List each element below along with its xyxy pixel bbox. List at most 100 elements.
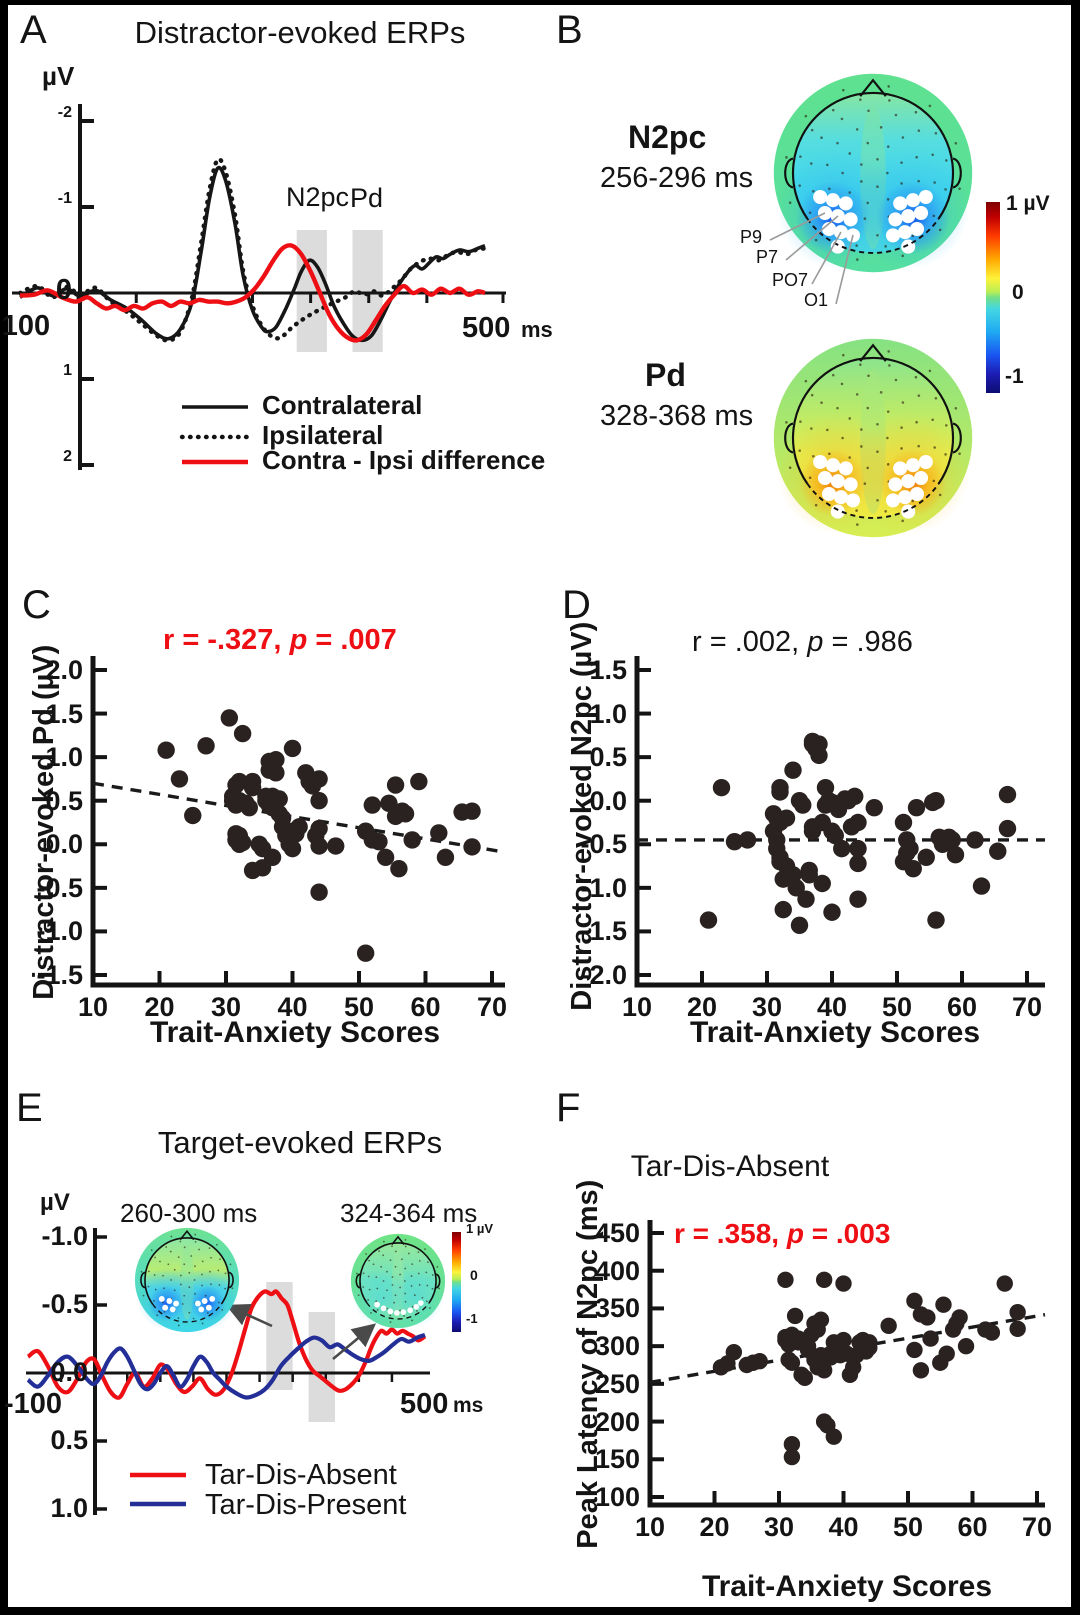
panel-c-y-tick-label: -1.0 — [36, 916, 83, 947]
highlight-electrode-dot — [825, 193, 841, 208]
panel-d-x-tick-label: 70 — [1011, 992, 1043, 1022]
electrode-dot — [799, 420, 802, 423]
highlight-electrode-dot — [830, 474, 845, 489]
electrode-dot — [836, 406, 839, 410]
highlight-electrode-dot — [909, 486, 925, 502]
electrode-dot — [391, 1284, 394, 1286]
highlight-electrode-dot — [885, 228, 901, 243]
data-point — [712, 778, 731, 797]
data-point — [436, 848, 455, 867]
data-point — [310, 770, 328, 788]
panel-d-stats-p: p — [807, 626, 824, 658]
electrode-dot — [417, 1251, 420, 1254]
panel-d-y-tick-label: 1.5 — [589, 655, 627, 685]
inset-colorbar — [452, 1232, 461, 1332]
electrode-dot — [914, 110, 918, 114]
data-point — [363, 796, 381, 814]
electrode-dot — [866, 201, 869, 205]
electrode-dot — [931, 418, 934, 422]
electrode-dot — [828, 187, 831, 191]
electrode-dot — [855, 128, 859, 131]
colorbar-min-label: -1 — [1005, 365, 1024, 388]
electrode-dot — [425, 1271, 428, 1274]
data-point — [849, 813, 867, 832]
electrode-dot — [901, 136, 905, 139]
highlight-electrode-dot — [838, 196, 853, 211]
electrode-dot — [931, 153, 934, 157]
electrode-dot — [425, 1300, 428, 1303]
panel-d-stats-pv: = .986 — [823, 626, 913, 658]
data-point — [170, 770, 189, 788]
highlight-electrode-dot — [413, 1303, 420, 1310]
inset-colorbar-zero-label: 0 — [470, 1267, 478, 1283]
electrode-dot — [181, 1303, 184, 1305]
electrode-dot — [915, 155, 918, 159]
data-point — [310, 819, 328, 838]
electrode-dot — [215, 1243, 218, 1246]
electrode-dot — [421, 1296, 424, 1299]
data-point — [410, 772, 428, 791]
electrode-dot — [855, 244, 858, 247]
legend-label-contralateral: Contralateral — [262, 390, 423, 420]
electrode-dot — [201, 1260, 204, 1263]
electrode-dot — [408, 1252, 410, 1255]
electrode-dot — [217, 1269, 220, 1272]
panel-f-x-tick-label: 10 — [634, 1512, 666, 1542]
electrode-dot — [840, 117, 844, 121]
electrode-dot — [404, 1245, 407, 1248]
highlight-electrode-dot — [843, 477, 858, 492]
panel-a-x-start-label: 100 — [1, 310, 51, 342]
data-point — [794, 796, 812, 814]
electrode-dot — [403, 1280, 406, 1282]
panel-e-inset2-label: 324-364 ms — [340, 1198, 478, 1228]
inset-colorbar-max-label: 1 µV — [466, 1221, 494, 1236]
data-point — [1009, 1304, 1026, 1321]
panel-c-letter: C — [22, 583, 51, 627]
electrode-dot — [194, 1265, 196, 1268]
data-point — [430, 824, 448, 842]
highlight-electrode-dot — [897, 225, 913, 240]
electrode-dot — [917, 179, 920, 183]
electrode-dot — [179, 1283, 182, 1286]
electrode-dot — [362, 1272, 365, 1275]
electrode-dot — [876, 185, 879, 188]
electrode-dot — [814, 503, 818, 507]
panel-f-x-tick-label: 70 — [1021, 1512, 1053, 1542]
electrode-dot — [206, 1312, 209, 1314]
panel-c-chart — [90, 656, 506, 988]
panel-a-letter: A — [20, 8, 47, 52]
electrode-dot — [863, 217, 867, 220]
panel-d-x-tick-label: 20 — [686, 992, 718, 1022]
topomap-inset-324-364 — [350, 1233, 446, 1329]
electrode-dot — [886, 198, 890, 201]
electrode-dot — [159, 1260, 161, 1263]
electrode-dot — [404, 1292, 407, 1295]
highlight-electrode-dot — [909, 221, 925, 237]
data-point — [880, 1317, 897, 1334]
electrode-dot — [860, 445, 863, 448]
electrode-dot — [859, 98, 862, 101]
data-point — [233, 724, 252, 743]
electrode-dot — [855, 509, 858, 512]
electrode-dot — [210, 1283, 212, 1286]
data-point — [310, 837, 328, 855]
electrode-dot — [431, 1274, 434, 1276]
electrode-dot — [842, 88, 845, 92]
electrode-dot — [917, 129, 921, 132]
panel-d-x-tick-label: 50 — [881, 992, 913, 1022]
highlight-electrode-dot — [838, 461, 853, 476]
panel-a-title: Distractor-evoked ERPs — [134, 15, 466, 50]
data-point — [263, 848, 282, 867]
electrode-dot — [153, 1274, 156, 1276]
colorbar — [986, 202, 1000, 393]
panel-a-x-end-label: 500 — [462, 312, 511, 344]
electrode-label-p9: P9 — [740, 227, 763, 247]
data-point — [825, 1428, 843, 1445]
electrode-dot — [209, 1270, 211, 1273]
electrode-dot — [876, 423, 879, 426]
highlight-electrode-dot — [162, 1304, 169, 1311]
electrode-dot — [201, 1273, 203, 1276]
panel-d-stats: r = .002, p = .986 — [692, 626, 913, 658]
highlight-electrode-dot — [888, 477, 903, 492]
electrode-dot — [193, 1279, 196, 1281]
